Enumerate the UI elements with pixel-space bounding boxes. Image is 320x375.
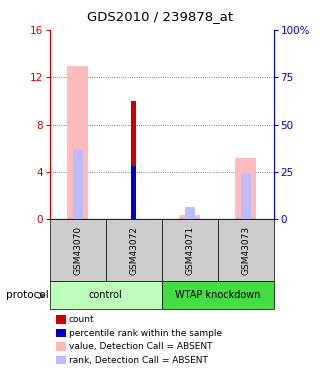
Text: GDS2010 / 239878_at: GDS2010 / 239878_at (87, 10, 233, 23)
Text: GSM43070: GSM43070 (73, 226, 82, 275)
Text: percentile rank within the sample: percentile rank within the sample (69, 328, 222, 338)
Bar (235, 158, 256, 219)
Bar (185, 207, 195, 219)
Bar (162, 281, 274, 309)
Bar (131, 101, 136, 219)
Bar (179, 214, 200, 219)
Bar (50, 281, 162, 309)
Bar (218, 219, 274, 281)
Bar (73, 149, 83, 219)
Bar (67, 66, 88, 219)
Text: WTAP knockdown: WTAP knockdown (175, 290, 260, 300)
Bar (162, 219, 218, 281)
Bar (132, 166, 136, 219)
Bar (50, 219, 106, 281)
Text: value, Detection Call = ABSENT: value, Detection Call = ABSENT (69, 342, 212, 351)
Text: rank, Detection Call = ABSENT: rank, Detection Call = ABSENT (69, 356, 208, 364)
Bar (241, 174, 251, 219)
Bar (106, 219, 162, 281)
Text: control: control (89, 290, 123, 300)
Text: GSM43073: GSM43073 (241, 226, 250, 275)
Text: protocol: protocol (6, 291, 49, 300)
Text: count: count (69, 315, 94, 324)
Text: GSM43071: GSM43071 (185, 226, 194, 275)
Text: GSM43072: GSM43072 (129, 226, 138, 275)
